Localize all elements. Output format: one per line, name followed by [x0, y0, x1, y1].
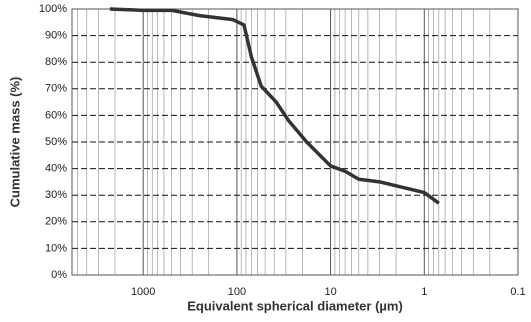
- y-tick-label: 0%: [51, 269, 67, 281]
- y-tick-label: 90%: [45, 30, 67, 42]
- x-tick-label: 100: [228, 286, 246, 298]
- y-tick-label: 50%: [45, 136, 67, 148]
- x-tick-label: 0.1: [510, 286, 525, 298]
- plot-frame: [71, 8, 519, 276]
- y-tick-label: 30%: [45, 189, 67, 201]
- y-tick-label: 70%: [45, 83, 67, 95]
- y-tick-label: 10%: [45, 242, 67, 254]
- x-axis-title: Equivalent spherical diameter (µm): [187, 298, 403, 313]
- y-tick-label: 80%: [45, 56, 67, 68]
- y-tick-label: 60%: [45, 109, 67, 121]
- data-line: [109, 7, 440, 205]
- y-axis-title: Cumulative mass (%): [7, 77, 22, 208]
- x-tick-label: 1: [421, 286, 427, 298]
- y-tick-label: 20%: [45, 216, 67, 228]
- x-tick-label: 1000: [131, 286, 155, 298]
- y-tick-label: 40%: [45, 163, 67, 175]
- x-tick-label: 10: [324, 286, 336, 298]
- y-tick-label: 100%: [39, 3, 67, 15]
